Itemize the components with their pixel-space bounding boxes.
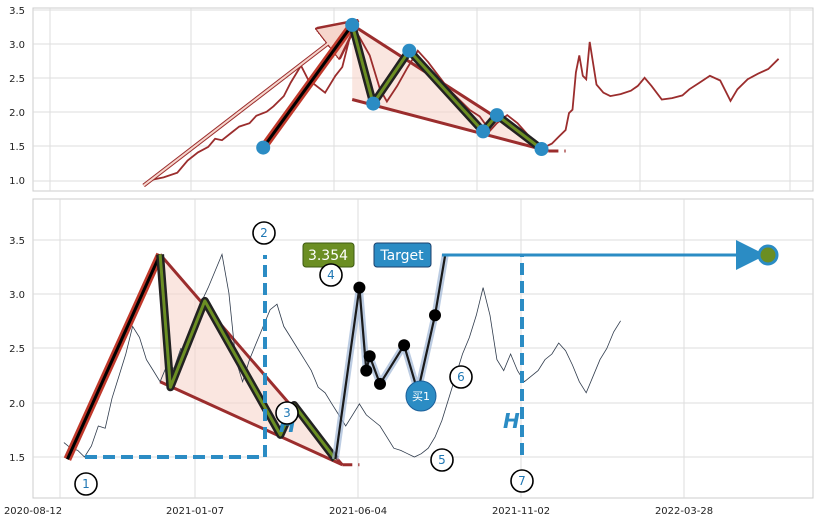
wedge-lower-line [159,380,343,467]
wave-line [66,253,162,460]
wave-number-1: 1 [74,472,98,496]
pivot-marker [534,142,549,156]
pivot-marker [366,96,381,111]
target-label-text: Target [379,248,424,264]
wave-number-label: 1 [82,477,90,491]
wave-number-label: 7 [518,474,526,488]
pivot-marker [374,377,386,390]
target-endpoint-marker [757,244,779,266]
pivot-marker [402,43,417,58]
buy-marker-label: 买1 [412,390,430,403]
top-ytick-label: 2.0 [9,108,25,119]
bottom-series-layer [63,252,621,467]
bottom-ytick-label: 2.5 [9,344,25,355]
buy-marker: 买1 [405,380,437,412]
top-ytick-label: 2.5 [9,74,25,85]
bottom-xtick-label: 2021-11-02 [492,506,550,517]
wave-number-circle [319,263,343,287]
wave-number-label: 2 [260,226,268,240]
pivot-marker [398,339,411,352]
wave-line [158,254,337,461]
h-measure-right: H [503,255,524,455]
wave-number-label: 6 [457,370,465,384]
bottom-ytick-label: 3.0 [9,290,25,301]
target-label-box: Target [373,242,432,268]
top-ytick-label: 1.0 [9,176,25,187]
wave-number-circle [275,401,299,425]
wave-number-2: 2 [252,221,276,245]
top-ytick-label: 3.0 [9,40,25,51]
wave-number-label: 5 [438,453,446,467]
wave-number-4: 4 [319,263,343,287]
wedge-lower-line [351,98,549,153]
wave-number-circle [449,365,473,389]
top-ytick-label: 3.5 [9,6,25,17]
bottom-xtick-label: 2022-03-28 [655,506,713,517]
price-label-text: 3.354 [308,248,348,264]
pivot-marker [489,108,504,123]
wave-number-circle [430,448,454,472]
bottom-ytick-label: 2.0 [9,399,25,410]
bottom-panel: 1.5 2.0 2.5 3.0 3.5 2020-08-12 2021-01-0… [4,198,814,517]
pivot-marker [476,124,491,139]
wave-number-circle [74,472,98,496]
wave-number-6: 6 [449,365,473,389]
bottom-xtick-label: 2021-01-07 [166,506,224,517]
wave-line [350,24,543,151]
wave-number-circle [510,469,534,493]
bottom-ytick-label: 1.5 [9,453,25,464]
bottom-xtick-label: 2021-06-04 [329,506,387,517]
wave-number-label: 4 [327,268,335,282]
wave-number-label: 3 [283,406,291,420]
pivot-marker [429,309,441,322]
wave-number-7: 7 [510,469,534,493]
wave-number-5: 5 [430,448,454,472]
pivot-marker [360,364,373,377]
trend-arrow-inner [142,24,353,187]
wave-number-circle [252,221,276,245]
pivot-marker [363,350,376,363]
pivot-marker [345,17,360,32]
bottom-xtick-label: 2020-08-12 [4,506,62,517]
top-series-layer [142,17,780,188]
buy-marker-circle [405,380,437,412]
wave-line [261,24,354,149]
top-panel: 1.0 1.5 2.0 2.5 3.0 3.5 [9,6,814,192]
bottom-ytick-label: 3.5 [9,236,25,247]
wave-number-3: 3 [275,401,299,425]
h-label: H [503,409,520,433]
top-ytick-label: 1.5 [9,142,25,153]
pivot-marker [353,281,366,294]
target-label-background [373,242,432,268]
pivot-marker [256,140,271,155]
price-label-box: 3.354 [302,242,355,268]
